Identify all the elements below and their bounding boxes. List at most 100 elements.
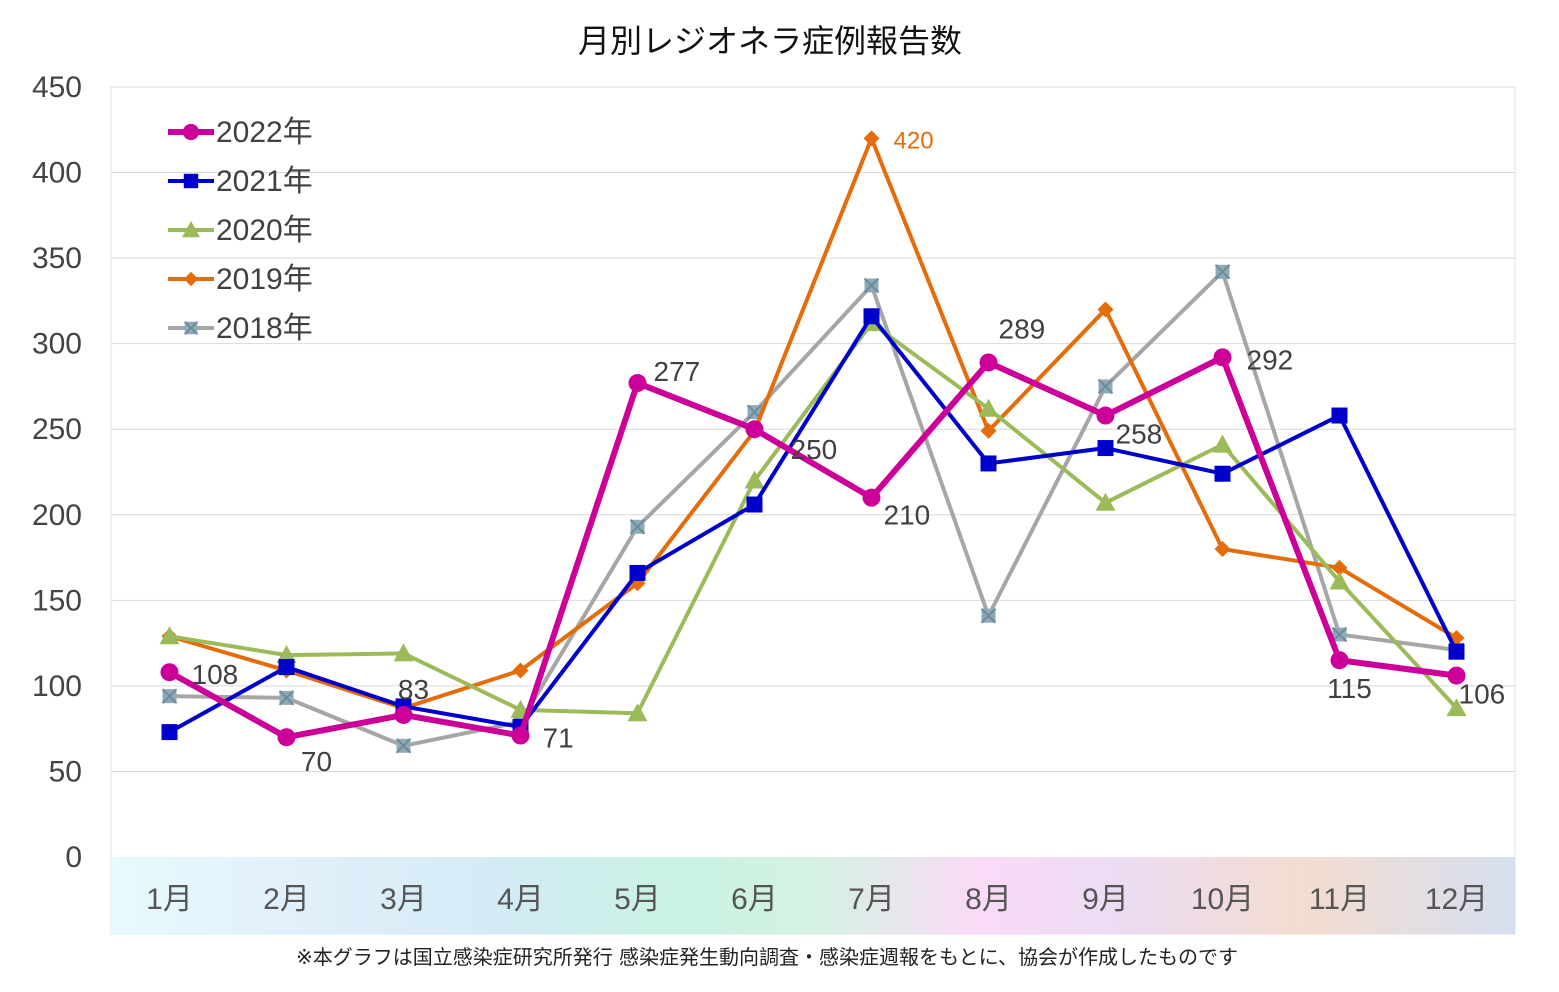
data-point (1329, 571, 1350, 590)
legend-marker (183, 320, 199, 336)
data-point (1097, 378, 1114, 395)
y-tick-label: 400 (32, 157, 82, 190)
x-tick-label: 4月 (497, 883, 544, 916)
data-point (1214, 541, 1231, 557)
data-point (1097, 301, 1114, 318)
data-label: 71 (543, 723, 574, 754)
y-tick-label: 0 (65, 841, 82, 874)
x-tick-label: 10月 (1191, 883, 1254, 916)
legend-label: 2019年 (216, 263, 313, 296)
data-point (278, 659, 295, 676)
data-label: 115 (1327, 673, 1372, 704)
data-point (1096, 406, 1115, 425)
data-point (160, 663, 179, 682)
data-point (1331, 559, 1348, 576)
data-point (1448, 643, 1465, 660)
data-point (159, 626, 180, 645)
data-labels: 108 70 83 71 277 250 210 289 258 292 115 106 420 (192, 127, 1506, 777)
data-label: 258 (1116, 419, 1163, 450)
data-point (1331, 626, 1348, 643)
data-point (394, 705, 413, 724)
data-point (395, 738, 412, 754)
legend-marker (183, 173, 199, 189)
y-tick-label: 100 (32, 670, 82, 703)
x-tick-label: 12月 (1425, 883, 1488, 916)
data-point (511, 726, 530, 745)
data-label: 420 (894, 127, 934, 154)
legend-item: 2022年 (168, 116, 313, 149)
legend-label: 2022年 (216, 116, 313, 149)
y-tick-label: 250 (32, 413, 82, 446)
x-tick-label: 3月 (380, 883, 427, 916)
data-label: 108 (192, 659, 239, 690)
data-label: 277 (654, 356, 701, 387)
data-point (980, 608, 997, 624)
series-line (168, 354, 1457, 741)
data-point (1212, 434, 1233, 453)
y-tick-label: 350 (32, 242, 82, 275)
legend-marker (182, 123, 200, 141)
data-point (980, 422, 997, 439)
x-tick-label: 8月 (965, 883, 1012, 916)
x-tick-label: 7月 (848, 883, 895, 916)
data-point (744, 470, 765, 489)
y-tick-label: 450 (32, 71, 82, 104)
data-label: 70 (301, 746, 332, 777)
data-label: 210 (884, 500, 931, 531)
legend-label: 2020年 (216, 214, 313, 247)
data-label: 289 (999, 313, 1046, 344)
data-point (276, 645, 297, 664)
data-point (278, 690, 295, 706)
series-line (169, 321, 1458, 716)
legend: 2022年 2021年 2020年 2019年 2018年 (168, 116, 313, 345)
data-label: 106 (1459, 679, 1506, 710)
data-point (161, 688, 178, 704)
data-point (1213, 348, 1232, 367)
legend-label: 2021年 (216, 165, 313, 198)
data-point (393, 643, 414, 662)
x-tick-label: 1月 (146, 883, 193, 916)
data-point (1214, 465, 1231, 482)
data-point (629, 564, 646, 581)
data-point (978, 398, 999, 417)
data-label: 292 (1247, 344, 1294, 375)
legend-item: 2021年 (168, 165, 313, 198)
y-tick-label: 200 (32, 499, 82, 532)
data-point (863, 277, 880, 294)
y-tick-label: 50 (49, 755, 82, 788)
data-point (1446, 698, 1467, 717)
data-point (628, 374, 647, 393)
data-point (1330, 651, 1349, 670)
data-point (979, 353, 998, 372)
data-point (1095, 492, 1116, 511)
data-point (1214, 264, 1231, 280)
legend-marker (183, 271, 199, 287)
data-point (745, 420, 764, 439)
data-point (627, 703, 648, 722)
data-point (629, 519, 646, 535)
data-label: 83 (398, 674, 429, 705)
y-tick-label: 150 (32, 584, 82, 617)
category-band (111, 857, 1515, 934)
data-point (1097, 440, 1114, 457)
series-2021 (161, 308, 1465, 741)
data-point (980, 455, 997, 472)
data-point (161, 724, 178, 741)
y-tick-label: 300 (32, 328, 82, 361)
x-axis-ticks: 1月 2月 3月 4月 5月 6月 7月 8月 9月 10月 11月 12月 (146, 883, 1488, 916)
series-2022 (160, 348, 1466, 747)
data-point (277, 728, 296, 747)
x-tick-label: 6月 (731, 883, 778, 916)
footnote: ※本グラフは国立感染症研究所発行 感染症発生動向調査・感染症週報をもとに、協会が… (296, 945, 1238, 969)
data-point (1331, 407, 1348, 424)
x-tick-label: 11月 (1309, 883, 1370, 916)
chart-title: 月別レジオネラ症例報告数 (578, 22, 962, 60)
series-line (169, 269, 1457, 748)
data-point (863, 308, 880, 325)
plot-frame (110, 86, 1516, 935)
y-axis-ticks: 0 50 100 150 200 250 300 350 400 450 (32, 71, 82, 874)
x-tick-label: 9月 (1082, 883, 1129, 916)
x-tick-label: 5月 (614, 883, 661, 916)
